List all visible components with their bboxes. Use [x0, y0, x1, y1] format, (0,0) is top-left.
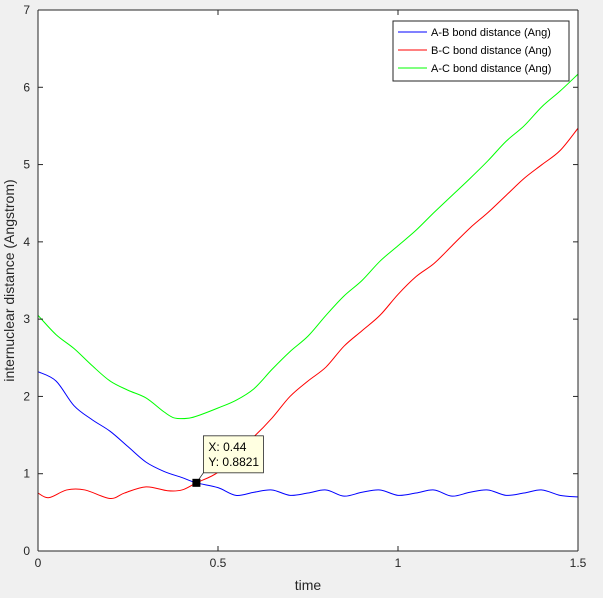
y-tick-label: 0 — [23, 544, 30, 558]
legend-label: A-B bond distance (Ang) — [431, 27, 551, 39]
series-line-1[interactable] — [37, 371, 579, 498]
datatip-box — [202, 435, 264, 474]
legend[interactable]: A-B bond distance (Ang) B-C bond distance… — [392, 20, 570, 82]
plot-area[interactable] — [38, 10, 578, 551]
x-tick-label: 0.5 — [210, 556, 227, 570]
y-tick-label: 3 — [23, 312, 30, 326]
y-tick-label: 1 — [23, 467, 30, 481]
series-line-3[interactable] — [37, 73, 579, 420]
legend-label: A-C bond distance (Ang) — [431, 63, 551, 75]
x-tick-label: 1.5 — [570, 556, 587, 570]
legend-box — [392, 20, 570, 82]
datatip[interactable]: X: 0.44 Y: 0.8821 — [192, 435, 264, 487]
series-line-2[interactable] — [37, 127, 579, 499]
y-tick-label: 7 — [23, 3, 30, 17]
y-tick-label: 5 — [23, 158, 30, 172]
axes-box — [37, 9, 579, 552]
x-axis-label: time — [295, 577, 322, 593]
datatip-x-text: X: 0.44 — [208, 440, 246, 454]
y-axis-label: internuclear distance (Angstrom) — [1, 179, 17, 381]
y-tick-label: 4 — [23, 235, 30, 249]
x-ticks: 0 0.5 1 1.5 — [35, 10, 587, 570]
datatip-y-text: Y: 0.8821 — [208, 455, 259, 469]
x-tick-label: 0 — [35, 556, 42, 570]
y-tick-label: 6 — [23, 80, 30, 94]
legend-label: B-C bond distance (Ang) — [431, 45, 551, 57]
series-layer — [37, 73, 579, 499]
y-ticks: 0 1 2 3 4 5 6 7 — [23, 3, 578, 558]
y-tick-label: 2 — [23, 389, 30, 403]
datatip-marker[interactable] — [192, 478, 201, 487]
x-tick-label: 1 — [395, 556, 402, 570]
